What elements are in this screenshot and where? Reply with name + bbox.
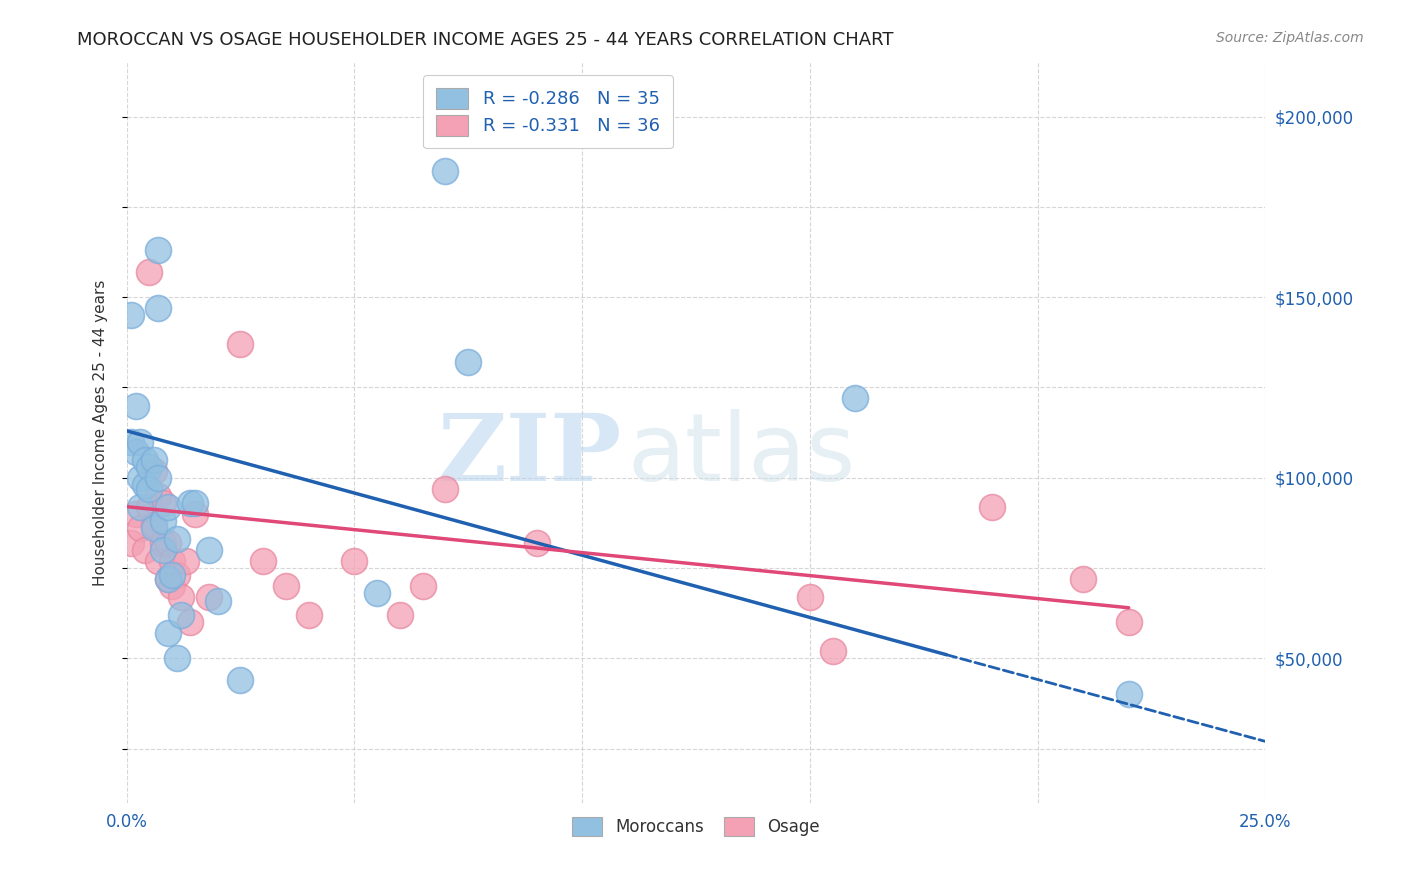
Point (142, 464, 165, 478)
Point (142, 521, 165, 535)
Point (120, 308, 142, 322)
Point (388, 607, 411, 622)
Point (148, 471, 170, 485)
Point (821, 644, 844, 658)
Point (152, 535, 174, 549)
Point (229, 337, 252, 351)
Point (129, 521, 152, 535)
Point (412, 579, 434, 593)
Y-axis label: Householder Income Ages 25 - 44 years: Householder Income Ages 25 - 44 years (93, 279, 108, 586)
Point (184, 507, 207, 521)
Point (274, 579, 297, 593)
Point (1071, 572, 1094, 586)
Point (170, 590, 193, 604)
Point (1118, 615, 1140, 630)
Point (170, 607, 193, 622)
Point (129, 471, 152, 485)
Point (166, 651, 188, 665)
Point (134, 543, 156, 558)
Point (148, 244, 170, 258)
Point (152, 543, 174, 558)
Point (156, 572, 179, 586)
Point (197, 543, 219, 558)
Point (148, 301, 170, 315)
Point (799, 590, 821, 604)
Point (160, 579, 183, 593)
Point (156, 572, 179, 586)
Point (166, 532, 188, 546)
Text: atlas: atlas (627, 409, 856, 500)
Point (166, 568, 188, 582)
Point (138, 500, 160, 514)
Point (179, 615, 201, 630)
Point (366, 586, 388, 600)
Point (138, 459, 160, 474)
Point (252, 554, 274, 568)
Point (129, 434, 152, 449)
Point (152, 514, 174, 528)
Legend: Moroccans, Osage: Moroccans, Osage (565, 810, 827, 843)
Point (343, 554, 366, 568)
Point (134, 478, 156, 492)
Point (129, 500, 152, 514)
Point (844, 392, 866, 406)
Point (156, 626, 179, 640)
Point (142, 517, 165, 532)
Point (120, 535, 142, 549)
Text: Source: ZipAtlas.com: Source: ZipAtlas.com (1216, 31, 1364, 45)
Point (229, 673, 252, 687)
Point (434, 163, 457, 178)
Point (152, 496, 174, 510)
Point (120, 434, 142, 449)
Point (207, 593, 229, 607)
Point (138, 482, 160, 496)
Point (160, 554, 183, 568)
Point (156, 500, 179, 514)
Point (148, 554, 170, 568)
Point (298, 607, 321, 622)
Point (148, 489, 170, 503)
Point (981, 500, 1004, 514)
Point (124, 445, 146, 459)
Point (142, 452, 165, 467)
Point (526, 535, 548, 549)
Point (434, 482, 457, 496)
Point (184, 496, 207, 510)
Point (134, 452, 156, 467)
Point (174, 554, 197, 568)
Point (124, 507, 146, 521)
Point (179, 496, 201, 510)
Point (124, 399, 146, 413)
Point (457, 355, 479, 369)
Point (1118, 688, 1140, 702)
Point (197, 590, 219, 604)
Text: ZIP: ZIP (437, 409, 621, 500)
Point (156, 535, 179, 549)
Point (160, 568, 183, 582)
Point (138, 265, 160, 279)
Text: MOROCCAN VS OSAGE HOUSEHOLDER INCOME AGES 25 - 44 YEARS CORRELATION CHART: MOROCCAN VS OSAGE HOUSEHOLDER INCOME AGE… (77, 31, 894, 49)
